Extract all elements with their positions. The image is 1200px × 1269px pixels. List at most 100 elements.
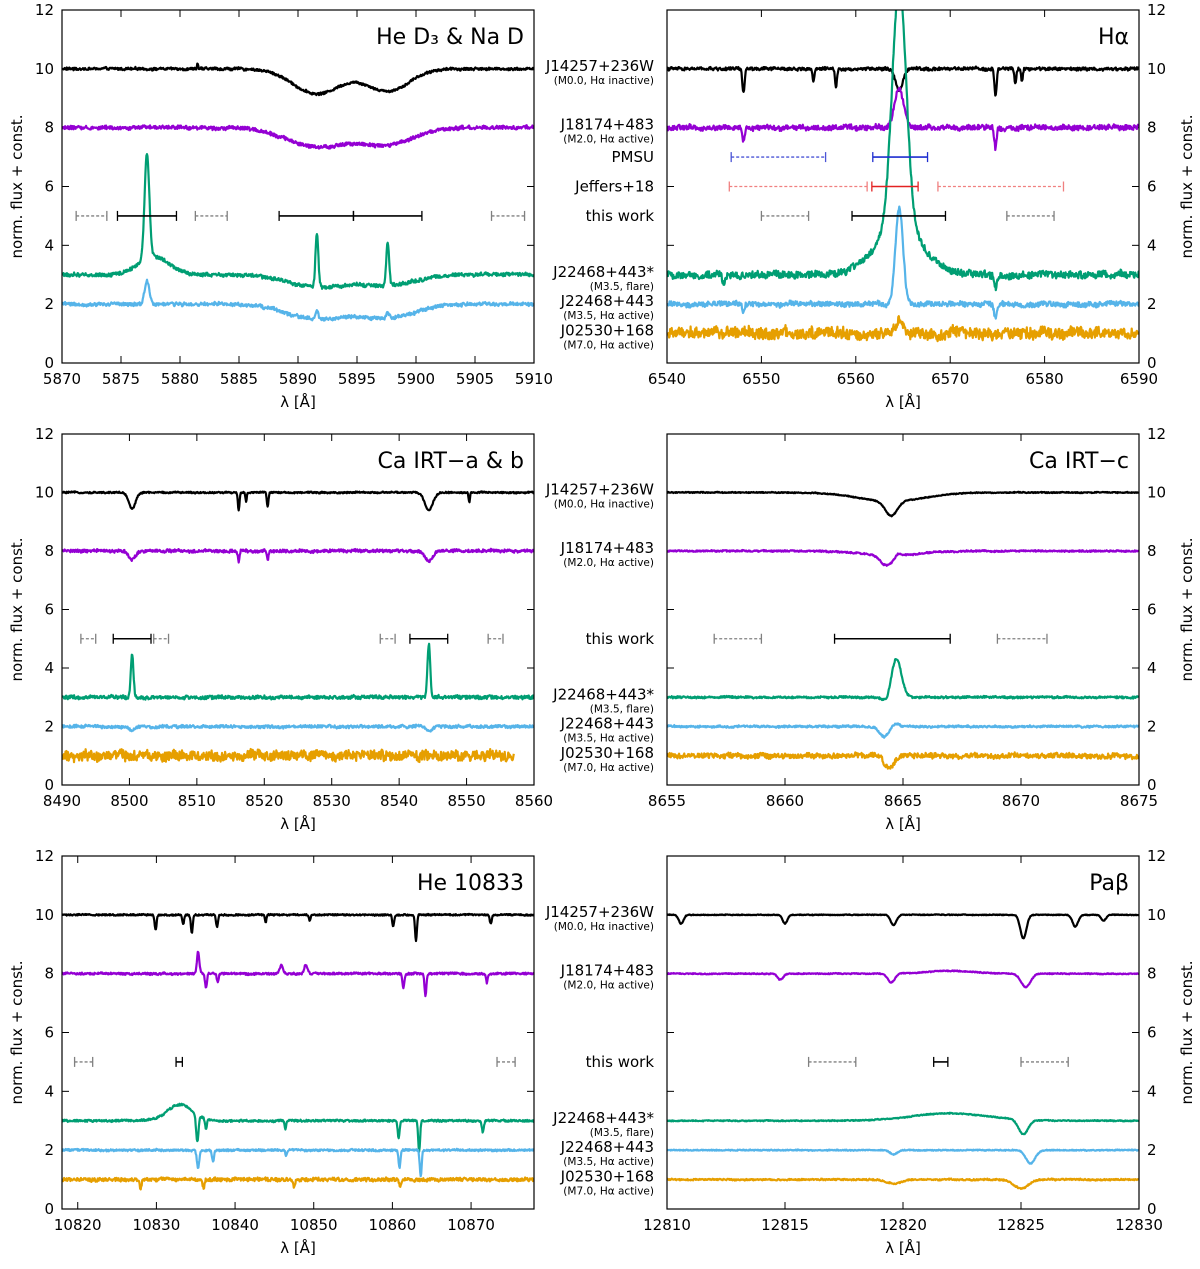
- plot-frame: [61, 855, 535, 1210]
- star-label-note: (M2.0, Hα active): [563, 980, 654, 992]
- star-label-name: J02530+168: [560, 322, 654, 340]
- row-label: this work: [586, 207, 655, 225]
- y-tick-label: 10: [35, 484, 54, 502]
- star-label-note: (M0.0, Hα inactive): [554, 75, 654, 87]
- star-label-name: J22468+443*: [552, 263, 654, 281]
- y-tick-label: 12: [1147, 425, 1166, 443]
- y-tick-label: 0: [1147, 1200, 1157, 1218]
- x-tick-label: 8675: [1120, 792, 1158, 810]
- x-tick-label: 8665: [884, 792, 922, 810]
- spectrum-line: [62, 547, 534, 564]
- panel-title: Paβ: [1089, 871, 1129, 896]
- spectrum-line: [667, 315, 1139, 343]
- spectrum-line: [62, 278, 534, 322]
- y-tick-label: 8: [44, 965, 54, 983]
- star-label-note: (M3.5, Hα active): [563, 733, 654, 745]
- x-tick-label: 6580: [1026, 370, 1064, 388]
- spectrum-line: [62, 723, 534, 733]
- x-tick-label: 10820: [54, 1216, 102, 1234]
- spectrum-line: [62, 1102, 534, 1153]
- star-label-note: (M2.0, Hα active): [563, 557, 654, 569]
- x-tick-label: 12830: [1115, 1216, 1163, 1234]
- star-label-name: J02530+168: [560, 1168, 654, 1186]
- spectrum-line: [62, 1147, 534, 1178]
- star-label-name: J02530+168: [560, 744, 654, 762]
- star-label-name: J22468+443: [560, 1138, 654, 1156]
- y-tick-label: 10: [35, 906, 54, 924]
- y-tick-label: 10: [1147, 484, 1166, 502]
- plot-frame: [666, 855, 1140, 1210]
- spectra-group: [62, 912, 534, 1191]
- x-tick-label: 12815: [761, 1216, 809, 1234]
- y-tick-label: 12: [1147, 1, 1166, 19]
- spectrum-line: [667, 1148, 1139, 1165]
- x-tick-label: 5910: [515, 370, 553, 388]
- y-tick-label: 8: [44, 119, 54, 137]
- x-tick-label: 6550: [742, 370, 780, 388]
- x-tick-label: 8655: [648, 792, 686, 810]
- y-tick-label: 0: [1147, 776, 1157, 794]
- x-tick-label: 5905: [456, 370, 494, 388]
- star-label-name: J22468+443*: [552, 1109, 654, 1127]
- x-tick-label: 10870: [447, 1216, 495, 1234]
- y-tick-label: 2: [44, 718, 54, 736]
- panel-title: Ca IRT−c: [1029, 449, 1129, 474]
- y-tick-label: 10: [1147, 906, 1166, 924]
- spectrum-line: [62, 912, 534, 943]
- star-label-name: J18174+483: [560, 539, 654, 557]
- spectra-group: [667, 490, 1139, 770]
- star-label-note: (M0.0, Hα inactive): [554, 921, 654, 933]
- y-tick-label: 2: [1147, 718, 1157, 736]
- spectrum-line: [62, 950, 534, 998]
- spectrum-line: [667, 65, 1139, 97]
- y-tick-label: 6: [1147, 601, 1157, 619]
- x-axis-title: λ [Å]: [885, 1238, 921, 1257]
- x-tick-label: 12825: [997, 1216, 1045, 1234]
- y-tick-label: 6: [1147, 178, 1157, 196]
- x-tick-label: 6590: [1120, 370, 1158, 388]
- x-tick-label: 5900: [397, 370, 435, 388]
- y-tick-label: 0: [44, 1200, 54, 1218]
- y-tick-label: 8: [1147, 965, 1157, 983]
- star-label-note: (M0.0, Hα inactive): [554, 499, 654, 511]
- x-tick-label: 8540: [380, 792, 418, 810]
- y-tick-label: 10: [35, 60, 54, 78]
- spectrum-line: [667, 1111, 1139, 1136]
- x-tick-label: 10860: [369, 1216, 417, 1234]
- y-tick-label: 0: [44, 354, 54, 372]
- star-label-note: (M3.5, Hα active): [563, 1156, 654, 1168]
- x-tick-label: 12810: [643, 1216, 691, 1234]
- x-axis-title: λ [Å]: [280, 392, 316, 411]
- y-tick-label: 8: [1147, 542, 1157, 560]
- y-tick-label: 6: [44, 1024, 54, 1042]
- x-tick-label: 8550: [447, 792, 485, 810]
- x-tick-label: 10850: [290, 1216, 338, 1234]
- y-tick-label: 6: [44, 601, 54, 619]
- x-tick-label: 5885: [220, 370, 258, 388]
- star-label-note: (M3.5, Hα active): [563, 310, 654, 322]
- spectrum-line: [667, 913, 1139, 940]
- panel-2: 0 2 4 6 8 10 12 6540 6550 6560 6570 6580 6590 λ [Å] no…: [545, 1, 1196, 411]
- x-tick-label: 8500: [110, 792, 148, 810]
- spectrum-line: [667, 86, 1139, 152]
- panel-title: Ca IRT−a & b: [378, 449, 524, 474]
- y-tick-label: 2: [1147, 295, 1157, 313]
- row-label: this work: [586, 1053, 655, 1071]
- y-tick-label: 2: [44, 1141, 54, 1159]
- spectrum-line: [667, 205, 1139, 320]
- spectrum-line: [667, 657, 1139, 702]
- y-tick-label: 4: [1147, 659, 1157, 677]
- x-tick-label: 5895: [338, 370, 376, 388]
- x-tick-label: 10840: [211, 1216, 259, 1234]
- plot-frame: [666, 433, 1140, 786]
- panel-title: He D₃ & Na D: [376, 25, 524, 50]
- y-tick-label: 8: [1147, 119, 1157, 137]
- plot-frame: [61, 9, 535, 364]
- y-tick-label: 2: [44, 295, 54, 313]
- row-label: this work: [586, 630, 655, 648]
- x-axis-title: λ [Å]: [280, 814, 316, 833]
- spectra-group: [62, 62, 534, 322]
- y-tick-label: 4: [44, 1082, 54, 1100]
- y-tick-label: 4: [1147, 1082, 1157, 1100]
- y-tick-label: 12: [1147, 847, 1166, 865]
